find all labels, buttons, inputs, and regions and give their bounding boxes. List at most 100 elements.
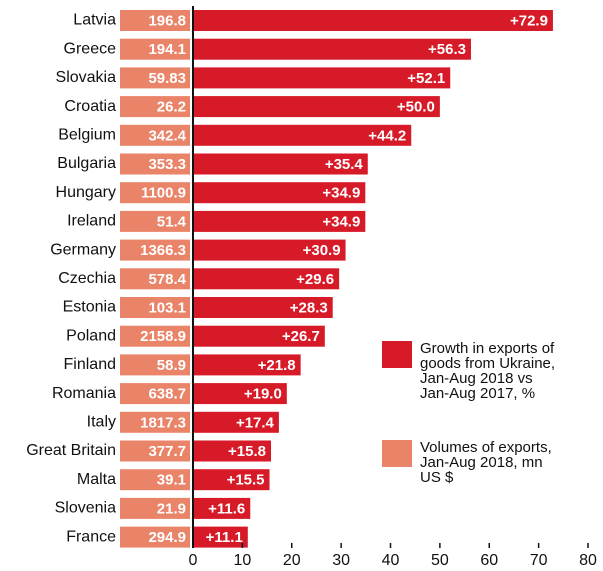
category-label: Hungary [56,184,116,201]
volume-box [120,124,190,146]
bar [193,383,287,405]
category-label: Latvia [73,12,116,29]
category-label: Slovakia [56,69,117,86]
category-label: Ireland [67,213,116,230]
volume-box [120,268,190,290]
volume-box [120,96,190,118]
category-label: Slovenia [55,500,116,517]
volume-box [120,354,190,376]
category-label: Finland [64,356,116,373]
volume-label: 342.4 [148,127,186,144]
volume-box [120,440,190,462]
volume-label: 578.4 [148,271,186,288]
volume-label: 638.7 [148,386,186,403]
category-label: Bulgaria [57,155,116,172]
legend-label: Growth in exports of goods from Ukraine,… [420,340,556,402]
category-label: France [66,528,116,545]
bar [193,124,412,146]
category-label: Estonia [63,299,116,316]
legend-swatch [382,440,412,467]
volume-box [120,182,190,204]
volume-box [120,411,190,433]
x-tick-label: 20 [283,552,301,569]
value-label: +50.0 [397,99,435,116]
volume-box [120,383,190,405]
value-label: +34.9 [322,213,360,230]
volume-label: 1366.3 [140,242,186,259]
volume-box [120,153,190,175]
category-label: Poland [66,327,116,344]
volume-label: 196.8 [148,12,186,29]
x-tick-label: 40 [382,552,400,569]
category-label: Germany [50,241,116,258]
value-label: +29.6 [296,271,334,288]
bar [193,153,368,175]
bar [193,497,251,519]
bar [193,182,366,204]
volume-label: 294.9 [148,529,186,546]
value-label: +44.2 [368,127,406,144]
x-tick-label: 10 [233,552,251,569]
x-tick-label: 60 [480,552,498,569]
value-label: +72.9 [510,12,548,29]
volume-label: 39.1 [157,472,186,489]
x-tick-label: 0 [189,552,198,569]
legend-item: Volumes of exports, Jan-Aug 2018, mn US … [382,440,560,485]
volume-label: 51.4 [157,213,187,230]
volume-label: 1100.9 [141,185,186,202]
x-tick-label: 80 [579,552,597,569]
bar [193,67,451,89]
x-tick-label: 70 [530,552,548,569]
volume-label: 21.9 [157,500,186,517]
volume-label: 59.83 [148,70,186,87]
bar [193,268,340,290]
bar [193,411,279,433]
volume-box [120,325,190,347]
bar [193,354,301,376]
value-label: +19.0 [244,386,282,403]
value-label: +21.8 [258,357,296,374]
value-label: +17.4 [236,414,275,431]
bar [193,297,333,318]
bar [193,469,270,491]
bar [193,38,471,60]
category-label: Romania [52,385,116,402]
bar [193,239,346,261]
volume-box [120,210,190,232]
x-tick-label: 30 [332,552,350,569]
volume-box [120,239,190,261]
value-label: +28.3 [290,299,328,316]
bar [193,210,366,232]
category-label: Malta [77,471,116,488]
volume-box [120,10,190,31]
value-label: +34.9 [322,185,360,202]
category-label: Czechia [58,270,116,287]
legend-swatch [382,341,412,368]
volume-box [120,67,190,89]
value-label: +11.1 [206,529,243,546]
volume-label: 1817.3 [140,414,186,431]
volume-box [120,297,190,318]
category-label: Belgium [58,127,116,144]
volume-label: 194.1 [148,41,186,58]
volume-box [120,38,190,60]
volume-label: 26.2 [157,99,186,116]
category-label: Italy [87,414,116,431]
value-label: +56.3 [428,41,466,58]
value-label: +15.8 [228,443,266,460]
volume-box [120,469,190,491]
volume-box [120,497,190,519]
volume-label: 2158.9 [140,328,186,345]
volume-label: 377.7 [148,443,186,460]
value-label: +30.9 [303,242,341,259]
volume-label: 103.1 [148,299,186,316]
bar [193,526,248,548]
legend-item: Growth in exports of goods from Ukraine,… [382,341,560,401]
category-label: Croatia [64,98,116,115]
bar [193,325,325,347]
value-label: +11.6 [208,500,245,517]
value-label: +26.7 [282,328,320,345]
x-tick-label: 50 [431,552,449,569]
